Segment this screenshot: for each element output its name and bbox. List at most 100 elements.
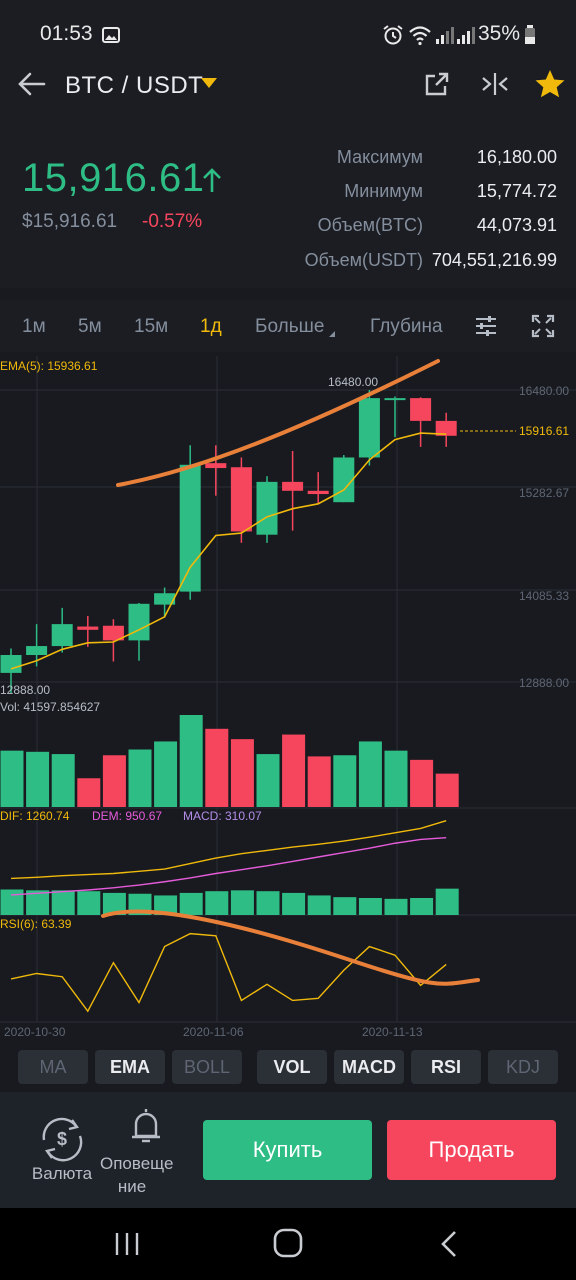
signal-icon-1 xyxy=(436,27,454,44)
back-arrow-icon[interactable] xyxy=(16,68,48,100)
more-corner-icon xyxy=(329,331,335,337)
tab-more[interactable]: Больше xyxy=(255,316,325,337)
macd-bar-13 xyxy=(333,897,357,915)
candle-body-15 xyxy=(384,398,406,401)
currency-label[interactable]: Валюта xyxy=(31,1164,93,1183)
tab-1d[interactable]: 1д xyxy=(200,316,222,337)
settings-sliders-icon[interactable] xyxy=(474,314,498,338)
dropdown-triangle-icon[interactable] xyxy=(200,77,218,89)
volume-bar-10 xyxy=(256,754,280,807)
trading-pair-title[interactable]: BTC / USDT xyxy=(65,72,204,99)
macd-bar-2 xyxy=(51,890,75,915)
price-usd: $15,916.61 xyxy=(22,211,118,232)
macd-bar-3 xyxy=(77,891,101,915)
svg-text:$: $ xyxy=(57,1129,67,1149)
indicator-kdj-button[interactable]: KDJ xyxy=(488,1050,558,1084)
stat-value-vol-usdt: 704,551,216.99 xyxy=(431,250,557,270)
tab-1m[interactable]: 1м xyxy=(22,316,46,337)
dif-line xyxy=(10,819,447,880)
macd-bar-7 xyxy=(179,892,203,915)
alerts-label-line2[interactable]: ние xyxy=(117,1177,147,1196)
volume-label: Vol: 41597.854627 xyxy=(0,700,100,714)
stat-value-low: 15,774.72 xyxy=(476,181,557,201)
indicator-ma-button[interactable]: MA xyxy=(18,1050,88,1084)
price-change: -0.57% xyxy=(142,211,203,232)
volume-bar-3 xyxy=(77,778,101,807)
share-icon[interactable] xyxy=(423,70,451,98)
indicator-boll-button[interactable]: BOLL xyxy=(172,1050,242,1084)
candle-body-9 xyxy=(230,467,252,532)
dif-label: DIF: 1260.74 xyxy=(0,809,70,823)
bell-icon[interactable] xyxy=(128,1106,164,1146)
wifi-icon xyxy=(409,26,431,46)
volume-bars xyxy=(0,715,459,807)
annotation-trend-stroke xyxy=(116,359,440,487)
compare-icon[interactable] xyxy=(480,70,510,98)
indicator-macd-button[interactable]: MACD xyxy=(334,1050,404,1084)
rsi-line xyxy=(10,932,447,1013)
indicator-ema-button[interactable]: EMA xyxy=(95,1050,165,1084)
macd-bar-14 xyxy=(358,898,382,915)
macd-bar-11 xyxy=(282,892,306,915)
header xyxy=(0,52,576,116)
stat-value-vol-btc: 44,073.91 xyxy=(476,215,557,235)
buy-button[interactable]: Купить xyxy=(203,1120,372,1180)
alarm-icon xyxy=(383,25,403,45)
volume-bar-6 xyxy=(154,741,178,807)
macd-bar-10 xyxy=(256,891,280,915)
dem-label: DEM: 950.67 xyxy=(92,809,162,823)
image-icon xyxy=(102,27,120,43)
alerts-label-line1[interactable]: Оповеще xyxy=(100,1154,174,1173)
tab-depth[interactable]: Глубина xyxy=(370,316,443,337)
volume-bar-7 xyxy=(179,715,203,807)
ema-line xyxy=(10,432,447,670)
macd-bar-12 xyxy=(307,895,331,915)
stat-label-high: Максимум xyxy=(336,147,423,167)
volume-bar-16 xyxy=(410,759,434,807)
sell-button[interactable]: Продать xyxy=(387,1120,556,1180)
indicator-vol-button[interactable]: VOL xyxy=(257,1050,327,1084)
candle-body-12 xyxy=(307,490,329,495)
currency-convert-icon[interactable]: $ xyxy=(36,1114,88,1162)
chart-grid xyxy=(0,356,576,1023)
candle-body-6 xyxy=(154,593,176,605)
home-icon[interactable] xyxy=(272,1227,304,1259)
dem-line xyxy=(10,837,447,896)
volume-bar-15 xyxy=(384,750,408,807)
macd-panel xyxy=(0,819,459,915)
candle-body-16 xyxy=(410,398,432,421)
tab-15m[interactable]: 15м xyxy=(134,316,169,337)
date-label-3: 2020-11-13 xyxy=(362,1025,423,1039)
volume-bar-9 xyxy=(230,739,254,807)
candle-body-5 xyxy=(128,603,150,641)
candle-body-8 xyxy=(205,463,227,469)
candles xyxy=(0,390,457,694)
axis-label-2: 15282.67 xyxy=(519,486,569,500)
system-back-icon[interactable] xyxy=(438,1229,462,1259)
axis-label-3: 14085.33 xyxy=(519,589,569,603)
favorite-star-icon[interactable] xyxy=(534,68,566,100)
recent-apps-icon[interactable] xyxy=(112,1230,142,1258)
volume-bar-5 xyxy=(128,749,152,807)
macd-bar-9 xyxy=(230,890,254,915)
status-time: 01:53 xyxy=(40,22,93,45)
macd-bar-0 xyxy=(0,889,24,915)
candle-body-7 xyxy=(179,464,201,592)
date-label-2: 2020-11-06 xyxy=(183,1025,244,1039)
volume-bar-0 xyxy=(0,750,24,807)
axis-label-4: 12888.00 xyxy=(519,676,569,690)
candle-body-1 xyxy=(26,646,48,656)
date-label-1: 2020-10-30 xyxy=(4,1025,66,1039)
battery-icon xyxy=(525,25,535,44)
candlestick-chart[interactable]: EMA(5): 15936.61 16480.00 12888.00 16480… xyxy=(0,352,576,1042)
candle-body-2 xyxy=(51,624,73,647)
up-arrow-icon xyxy=(203,168,221,192)
volume-bar-8 xyxy=(205,728,229,807)
volume-bar-13 xyxy=(333,755,357,807)
status-bar: 01:53 35% xyxy=(0,0,576,52)
fullscreen-icon[interactable] xyxy=(531,314,555,338)
tab-5m[interactable]: 5м xyxy=(78,316,102,337)
volume-bar-17 xyxy=(435,773,459,807)
indicator-rsi-button[interactable]: RSI xyxy=(411,1050,481,1084)
stat-label-vol-usdt: Объем(USDT) xyxy=(304,250,423,270)
